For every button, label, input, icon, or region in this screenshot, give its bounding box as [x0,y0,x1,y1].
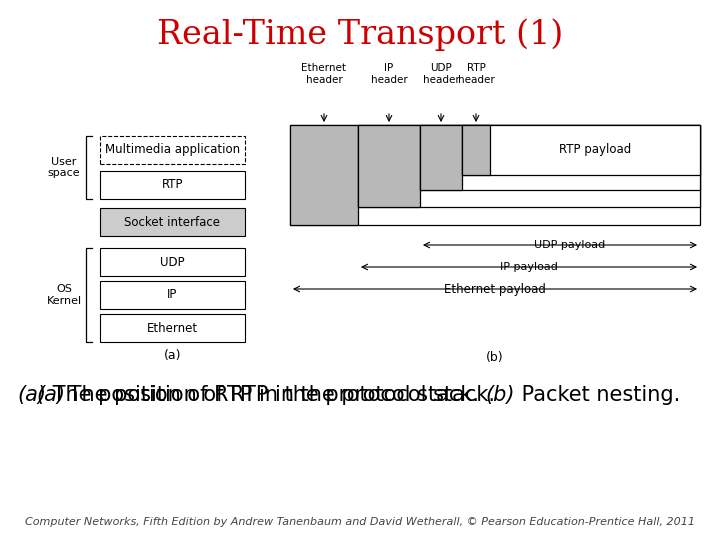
Text: Computer Networks, Fifth Edition by Andrew Tanenbaum and David Wetherall, © Pear: Computer Networks, Fifth Edition by Andr… [25,517,695,527]
Text: RTP
header: RTP header [458,63,495,85]
Bar [358,125,700,207]
Bar [100,171,245,199]
Text: (a): (a) [17,385,46,405]
Bar [100,248,245,276]
Text: (a): (a) [163,348,181,361]
Text: Socket interface: Socket interface [125,215,220,228]
Text: Ethernet
header: Ethernet header [302,63,346,85]
Text: The position of RTP in the protocol stack.: The position of RTP in the protocol stac… [62,385,502,405]
Bar [462,125,490,175]
Text: UDP: UDP [160,255,185,268]
Text: (b): (b) [486,352,504,365]
Text: OS
Kernel: OS Kernel [46,284,81,306]
Text: IP payload: IP payload [500,262,558,272]
Text: RTP payload: RTP payload [559,144,631,157]
Text: UDP payload: UDP payload [534,240,606,250]
Text: Ethernet: Ethernet [147,321,198,334]
Text: The position of RTP in the protocol stack.: The position of RTP in the protocol stac… [46,385,485,405]
Bar [462,125,700,175]
Text: Ethernet payload: Ethernet payload [444,282,546,295]
Bar [420,125,700,190]
Text: IP: IP [167,288,178,301]
Bar [100,136,245,164]
Bar [100,314,245,342]
Text: (b): (b) [485,385,515,405]
Text: Real-Time Transport (1): Real-Time Transport (1) [157,19,563,51]
Text: (a) The position of RTP in the protocol stack. (b) Packet nesting.: (a) The position of RTP in the protocol … [17,385,680,405]
Bar [100,281,245,309]
Text: (a): (a) [36,385,65,405]
Text: UDP
header: UDP header [423,63,459,85]
Bar [100,208,245,236]
Text: Packet nesting.: Packet nesting. [515,385,680,405]
Text: RTP: RTP [162,179,184,192]
Bar [290,125,358,225]
Text: User
space: User space [48,157,81,178]
Text: Multimedia application: Multimedia application [105,144,240,157]
Bar [358,125,420,207]
Bar [420,125,462,190]
Bar [290,125,700,225]
Text: IP
header: IP header [371,63,408,85]
